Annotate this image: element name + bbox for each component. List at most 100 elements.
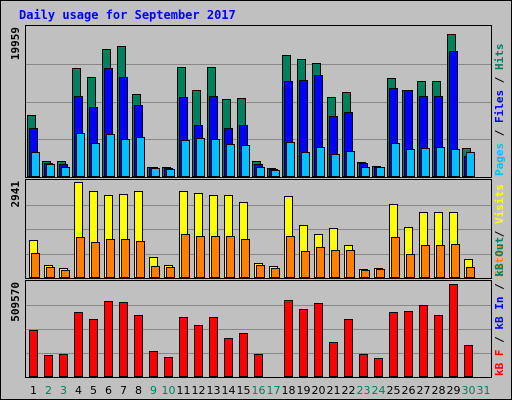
legend-part: Visits bbox=[493, 184, 506, 224]
x-tick-label: 9 bbox=[150, 384, 157, 397]
x-tick-label: 20 bbox=[312, 384, 326, 397]
x-tick-label: 18 bbox=[282, 384, 296, 397]
legend-part: / bbox=[493, 330, 506, 350]
x-tick-label: 17 bbox=[267, 384, 281, 397]
x-tick-label: 15 bbox=[237, 384, 251, 397]
bar bbox=[136, 241, 145, 278]
bar bbox=[451, 244, 460, 278]
x-tick-label: 31 bbox=[477, 384, 491, 397]
bar bbox=[181, 234, 190, 278]
bar bbox=[434, 315, 443, 377]
chart-title: Daily usage for September 2017 bbox=[19, 8, 236, 22]
bar bbox=[89, 319, 98, 377]
bar bbox=[76, 133, 85, 177]
panel-kbytes: 509570 kB F / kB In / kB Out bbox=[9, 237, 506, 378]
legend-part: Sites bbox=[493, 244, 506, 277]
axis-max-label: 2941 bbox=[9, 181, 22, 208]
x-tick-label: 2 bbox=[45, 384, 52, 397]
legend-part: kB F bbox=[493, 350, 506, 377]
bar bbox=[406, 254, 415, 278]
bar bbox=[421, 148, 430, 177]
bar bbox=[329, 342, 338, 377]
bar bbox=[151, 168, 160, 177]
bar bbox=[106, 134, 115, 177]
legend-part: / bbox=[493, 123, 506, 143]
legend-part: / bbox=[493, 224, 506, 244]
bar bbox=[331, 250, 340, 278]
bar bbox=[241, 239, 250, 278]
bar bbox=[211, 139, 220, 177]
bar bbox=[61, 270, 70, 278]
bar bbox=[31, 152, 40, 177]
x-tick-label: 27 bbox=[417, 384, 431, 397]
x-tick-label: 30 bbox=[462, 384, 476, 397]
bar bbox=[224, 338, 233, 377]
bar bbox=[119, 302, 128, 377]
bar bbox=[419, 305, 428, 377]
panel-legend-label: Sites / Visits bbox=[493, 184, 506, 277]
bar bbox=[391, 143, 400, 177]
bar bbox=[121, 239, 130, 278]
bar bbox=[59, 354, 68, 377]
bar bbox=[106, 239, 115, 278]
bar bbox=[316, 247, 325, 278]
bar bbox=[121, 139, 130, 177]
bar bbox=[226, 236, 235, 278]
bar bbox=[151, 266, 160, 278]
legend-part: / bbox=[493, 277, 506, 297]
bar bbox=[164, 357, 173, 377]
bar bbox=[286, 236, 295, 278]
bar bbox=[136, 137, 145, 177]
bar bbox=[209, 317, 218, 377]
bar bbox=[359, 354, 368, 377]
bar bbox=[166, 267, 175, 278]
bar bbox=[226, 144, 235, 177]
bar bbox=[211, 236, 220, 278]
bar bbox=[316, 147, 325, 177]
x-tick-label: 29 bbox=[447, 384, 461, 397]
bar bbox=[376, 269, 385, 278]
bar bbox=[374, 358, 383, 377]
bar bbox=[239, 333, 248, 377]
bar bbox=[331, 154, 340, 177]
x-tick-label: 13 bbox=[207, 384, 221, 397]
x-tick-label: 19 bbox=[297, 384, 311, 397]
axis-max-label: 509570 bbox=[9, 282, 22, 322]
x-tick-label: 24 bbox=[372, 384, 386, 397]
panel-legend-label: Pages / Files / Hits bbox=[493, 44, 506, 177]
bar bbox=[76, 237, 85, 278]
bar bbox=[91, 143, 100, 177]
series-kb-f bbox=[29, 284, 473, 377]
x-tick-label: 25 bbox=[387, 384, 401, 397]
bar bbox=[29, 330, 38, 377]
x-tick-label: 21 bbox=[327, 384, 341, 397]
bar bbox=[286, 142, 295, 177]
bar bbox=[466, 267, 475, 278]
bar bbox=[406, 149, 415, 177]
bar bbox=[451, 149, 460, 177]
x-tick-label: 22 bbox=[342, 384, 356, 397]
panel-frame bbox=[25, 280, 492, 378]
bar bbox=[301, 251, 310, 278]
bar bbox=[179, 317, 188, 377]
bar bbox=[241, 145, 250, 177]
axis-max-label: 19959 bbox=[9, 27, 22, 60]
bar bbox=[271, 268, 280, 278]
series-pages bbox=[31, 133, 475, 177]
bar bbox=[466, 152, 475, 177]
bar bbox=[74, 312, 83, 377]
legend-part: kB In bbox=[493, 297, 506, 330]
bar bbox=[361, 167, 370, 177]
bar bbox=[91, 242, 100, 278]
bar bbox=[361, 270, 370, 278]
bar bbox=[346, 250, 355, 278]
bar bbox=[44, 355, 53, 377]
bar bbox=[449, 284, 458, 377]
bar bbox=[196, 138, 205, 177]
legend-part: kB Out bbox=[493, 237, 506, 277]
bar bbox=[256, 265, 265, 278]
x-tick-label: 26 bbox=[402, 384, 416, 397]
panel-hits-files-pages: 19959 Pages / Files / Hits bbox=[9, 25, 506, 178]
legend-part: Pages bbox=[493, 143, 506, 176]
bar bbox=[344, 319, 353, 377]
